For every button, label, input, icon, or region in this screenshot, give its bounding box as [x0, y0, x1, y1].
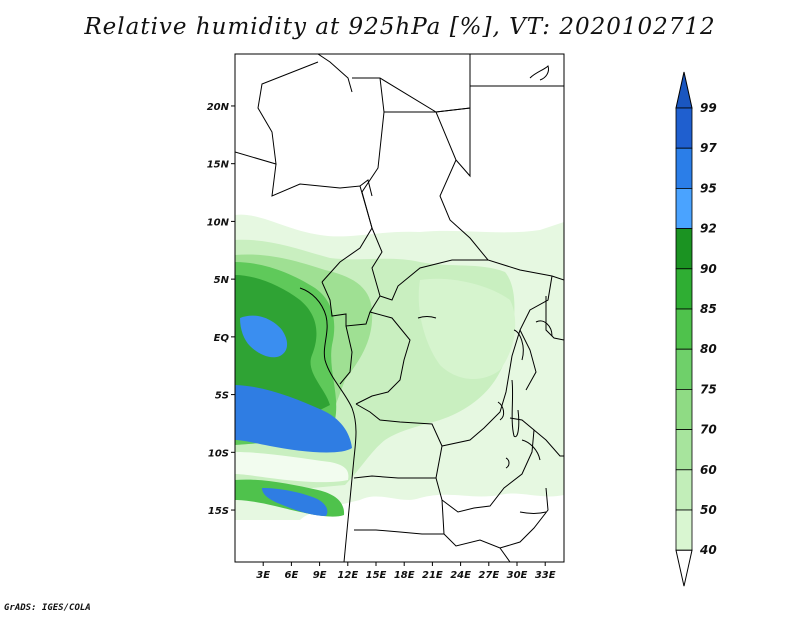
colorbar-level-label: 90: [700, 262, 717, 276]
latitude-axis: 20N 15N 10N 5N EQ 5S 10S 15S: [207, 102, 235, 517]
lat-tick-label: 5N: [214, 275, 230, 286]
lakes: [417, 65, 553, 514]
colorbar-level-label: 60: [700, 463, 717, 477]
colorbar-level-label: 75: [700, 382, 717, 396]
longitude-axis: 3E 6E 9E 12E 15E 18E 21E 24E 27E 30E 33E: [256, 562, 556, 581]
colorbar-min-arrow: [675, 549, 693, 587]
colorbar-swatch: [675, 187, 693, 229]
country-boundaries: [235, 54, 564, 562]
colorbar-level-label: 80: [700, 342, 717, 356]
colorbar-level-label: 85: [700, 302, 717, 316]
rh-95-plus-region-north: [240, 315, 288, 358]
colorbar-level-label: 95: [700, 181, 717, 195]
lon-tick-label: 3E: [256, 570, 270, 581]
lon-tick-label: 30E: [507, 570, 528, 581]
colorbar-level-label: 40: [699, 543, 717, 557]
lon-tick-label: 27E: [478, 570, 499, 581]
colorbar-swatch: [675, 469, 693, 511]
colorbar-swatch: [675, 388, 693, 430]
rh-95-plus-region-band: [235, 385, 352, 453]
lat-tick-label: EQ: [214, 333, 230, 344]
colorbar-level-label: 99: [700, 101, 717, 115]
lat-tick-label: 15N: [207, 160, 230, 171]
humidity-field-layer: [235, 214, 564, 520]
rh-95-plus-region-south: [262, 488, 328, 516]
colorbar-max-arrow: [675, 71, 693, 109]
colorbar-swatch: [675, 147, 693, 189]
lon-tick-label: 21E: [422, 570, 443, 581]
colorbar: 99 97 95 92 90 85 80 75 70 60 50 40: [675, 71, 717, 587]
colorbar-swatch: [675, 268, 693, 310]
colorbar-swatch: [675, 429, 693, 471]
map-frame: [234, 53, 565, 563]
colorbar-level-label: 50: [700, 503, 717, 517]
colorbar-level-label: 70: [700, 423, 717, 437]
lon-tick-label: 15E: [366, 570, 387, 581]
colorbar-swatch: [675, 107, 693, 149]
lon-tick-label: 12E: [337, 570, 358, 581]
lon-tick-label: 24E: [450, 570, 471, 581]
rh-east-patch: [418, 278, 516, 380]
lon-tick-label: 33E: [535, 570, 556, 581]
lat-tick-label: 10N: [207, 217, 230, 228]
colorbar-swatch: [675, 308, 693, 350]
chart-title: Relative humidity at 925hPa [%], VT: 202…: [84, 14, 716, 40]
colorbar-swatch: [675, 228, 693, 270]
colorbar-level-label: 92: [700, 222, 717, 236]
grads-credit: GrADS: IGES/COLA: [4, 603, 91, 613]
lon-tick-label: 9E: [313, 570, 327, 581]
lon-tick-label: 18E: [394, 570, 415, 581]
lat-tick-label: 10S: [208, 448, 229, 459]
colorbar-swatch: [675, 509, 693, 551]
lon-tick-label: 6E: [285, 570, 299, 581]
colorbar-swatch: [675, 348, 693, 390]
colorbar-level-label: 97: [700, 141, 717, 155]
lat-tick-label: 15S: [208, 506, 229, 517]
lat-tick-label: 20N: [207, 102, 230, 113]
lat-tick-label: 5S: [215, 391, 229, 402]
rh-light-south-band: [235, 452, 349, 483]
